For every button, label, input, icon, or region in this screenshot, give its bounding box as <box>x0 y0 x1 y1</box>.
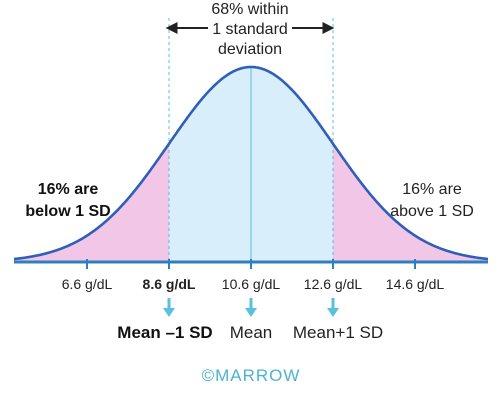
range-annotation-line3: deviation <box>218 41 282 58</box>
axis-tick-label: 6.6 g/dL <box>62 276 113 292</box>
range-annotation-line2: 1 standard <box>212 21 288 38</box>
right-tail-region <box>333 143 488 262</box>
axis-tick-label: 8.6 g/dL <box>143 276 196 292</box>
minus-sd-marker-label: Mean –1 SD <box>117 323 212 342</box>
left-tail-label-line2: below 1 SD <box>25 203 110 220</box>
plus-sd-down-arrow <box>327 298 339 317</box>
right-tail-label-line1: 16% are <box>402 181 462 198</box>
range-annotation-line1: 68% within <box>211 1 288 18</box>
left-tail-region <box>14 143 169 262</box>
axis-ticks: 6.6 g/dL 8.6 g/dL 10.6 g/dL 12.6 g/dL 14.6 g… <box>62 259 445 292</box>
marker-arrows <box>163 298 339 317</box>
axis-tick-label: 10.6 g/dL <box>222 276 281 292</box>
mean-down-arrow <box>245 298 257 317</box>
right-tail-label-line2: above 1 SD <box>390 203 474 220</box>
minus-sd-down-arrow <box>163 298 175 317</box>
plus-sd-marker-label: Mean+1 SD <box>293 323 383 342</box>
marrow-watermark: ©MARROW <box>202 366 301 385</box>
axis-tick-label: 14.6 g/dL <box>386 276 445 292</box>
left-tail-label-line1: 16% are <box>38 181 99 198</box>
mean-marker-label: Mean <box>230 323 273 342</box>
bell-curve <box>13 65 489 261</box>
axis-tick-label: 12.6 g/dL <box>304 276 363 292</box>
